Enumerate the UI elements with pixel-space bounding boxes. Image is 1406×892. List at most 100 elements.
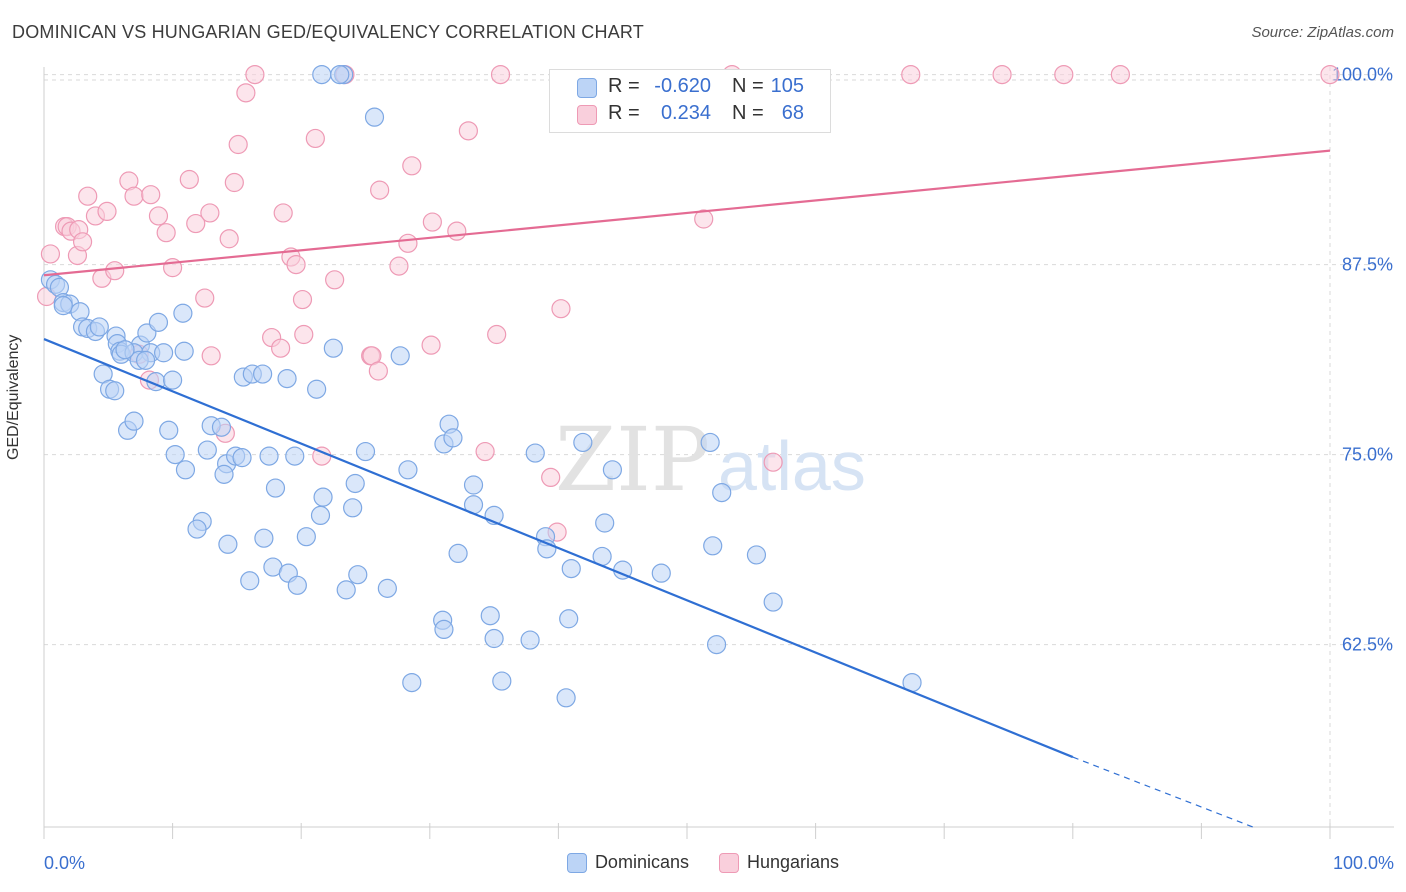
hungarian-point [179,169,199,190]
hungarian-point [286,255,306,275]
source-label: Source: ZipAtlas.com [1251,24,1394,41]
hungarian-point [224,172,244,193]
dominican-point [706,634,727,655]
dominican-point [165,445,185,465]
dominican-point [434,619,454,640]
hungarian-point [271,338,291,358]
dominican-point [559,609,579,629]
hungarian-point [201,346,221,366]
dominican-point [124,411,144,431]
hungarian-point [490,64,511,85]
bottom-legend: Dominicans Hungarians [0,852,1406,873]
y-tick-label: 87.5% [1342,255,1393,275]
dominican-point [175,460,196,480]
hungarians-swatch [577,105,597,125]
series-hungarians-points [36,64,1340,542]
dominican-point [312,64,332,85]
dominican-point [148,312,169,332]
watermark-zip: ZIP [555,408,710,511]
hungarian-point [1320,64,1340,85]
dominican-point [355,441,376,462]
n-label: N = [732,75,764,97]
dominican-point [173,303,193,323]
hungarian-point [694,209,714,229]
dominican-point [345,473,365,494]
hungarian-point [186,213,206,234]
dominican-point [265,478,286,498]
dominican-point [463,475,484,495]
dominican-point [254,528,274,548]
hungarian-point [422,212,442,232]
hungarian-point [421,335,441,355]
dominican-point [174,341,194,361]
dominican-point [556,688,576,708]
r-label: R = [608,102,640,124]
trend-line-dominicans-extension [1072,756,1254,828]
series-dominicans-points [40,64,922,708]
hungarian-point [195,288,215,308]
dominican-point [296,527,316,547]
y-tick-labels: 62.5% 75.0% 87.5% 100.0% [1332,65,1393,655]
hungarian-point [305,128,325,149]
dominican-point [330,64,350,85]
hungarian-point [475,441,495,462]
dominican-point [651,563,671,583]
dominican-point [343,498,363,518]
n-value: 68 [781,102,804,124]
dominican-point [712,483,732,503]
dominican-point [253,364,273,384]
dominican-point [746,545,767,565]
trend-lines [43,149,1331,828]
x-tick-label-max: 100.0% [1333,853,1394,873]
dominican-point [520,630,540,650]
dominican-point [377,578,397,598]
hungarian-point [763,452,783,472]
legend-item-dominicans[interactable]: Dominicans [566,852,689,873]
hungarian-point [200,203,220,223]
dominican-point [53,296,73,316]
dominicans-swatch [577,78,597,98]
hungarian-point [105,261,125,281]
watermark-atlas: atlas [718,427,866,505]
stats-row-hungarians: R = 0.234 N = 68 [550,101,830,129]
dominican-point [525,443,545,463]
dominican-point [336,580,356,600]
dominican-point [307,379,327,399]
dominican-point [480,606,500,626]
dominican-point [277,369,297,389]
dominican-point [259,446,279,466]
dominican-point [135,350,156,370]
dominican-point [187,519,207,539]
n-label: N = [732,102,764,124]
r-label: R = [608,75,640,97]
hungarian-point [447,221,467,241]
dominican-point [364,107,385,127]
n-value: 105 [770,75,804,97]
dominican-point [402,672,422,693]
dominican-point [287,575,307,595]
hungarian-point [40,244,61,264]
dominican-point [153,343,174,363]
dominican-point [232,448,252,468]
dominican-point [390,346,410,366]
dominican-point [323,338,343,358]
legend-label-hungarians: Hungarians [746,852,840,872]
dominican-point [240,571,260,591]
dominican-point [763,592,783,612]
x-tick-labels: 0.0% 100.0% [44,853,1394,873]
hungarian-point [72,232,93,252]
hungarian-point [124,186,144,206]
y-tick-label: 75.0% [1342,445,1393,465]
dominican-point [348,565,368,585]
dominican-point [492,671,512,691]
hungarian-point [389,256,409,276]
dominican-point [163,370,183,390]
hungarian-point [228,134,248,155]
legend-item-hungarians[interactable]: Hungarians [718,852,840,873]
hungarian-point [245,64,265,85]
dominican-point [443,428,463,448]
hungarian-point [78,186,98,206]
trend-line-hungarians [43,149,1331,277]
x-axis [43,823,1394,839]
hungarian-point [901,64,921,85]
